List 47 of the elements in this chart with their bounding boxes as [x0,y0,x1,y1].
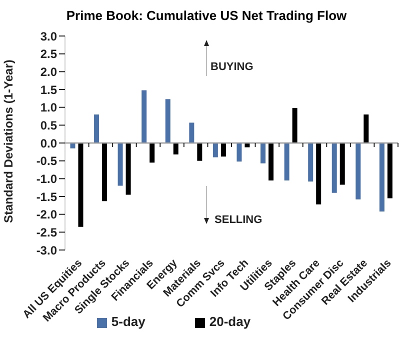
bar [268,143,274,180]
bar [356,143,361,200]
bar [78,143,84,227]
bar [260,143,266,164]
y-tick-label: 2.0 [40,64,58,79]
y-tick-label: -1.0 [36,172,58,186]
y-tick-label: 3.0 [40,29,58,44]
annotation: SELLING [214,214,262,226]
y-tick-label: 1.5 [40,82,58,97]
legend-label: 5-day [111,314,146,329]
bar [379,143,384,212]
y-tick-label: 0.0 [40,136,58,150]
annotation: BUYING [210,61,254,73]
chart-title: Prime Book: Cumulative US Net Trading Flow [65,8,348,23]
y-tick-label: -3.0 [36,243,58,258]
bar [308,143,314,182]
y-tick-label: 2.5 [40,47,58,62]
bar [332,143,337,193]
bar [364,114,369,143]
bar [150,143,155,163]
bar [236,143,242,162]
y-axis-title: Standard Deviations (1-Year) [1,60,16,223]
bar [102,143,108,202]
bar [70,143,76,148]
bar [118,143,123,186]
bar [94,114,100,143]
y-tick-label: 1.0 [40,100,58,115]
bar [197,143,202,161]
bar [126,143,131,195]
y-tick-label: 0.5 [40,118,58,132]
bar [189,122,194,143]
y-tick-label: -1.5 [36,190,58,204]
y-tick-label: -2.5 [36,225,58,240]
bar [142,90,147,143]
bar [165,99,170,143]
legend-label: 20-day [209,314,251,329]
bar [220,143,226,157]
bar [316,143,322,204]
y-tick-label: -2.0 [36,208,58,222]
bar [284,143,290,180]
bar [387,143,392,198]
bar [292,108,298,143]
y-tick-label: -0.5 [36,154,58,168]
bar [212,143,218,158]
bar [244,143,250,148]
bar [340,143,345,185]
bar [173,143,178,154]
